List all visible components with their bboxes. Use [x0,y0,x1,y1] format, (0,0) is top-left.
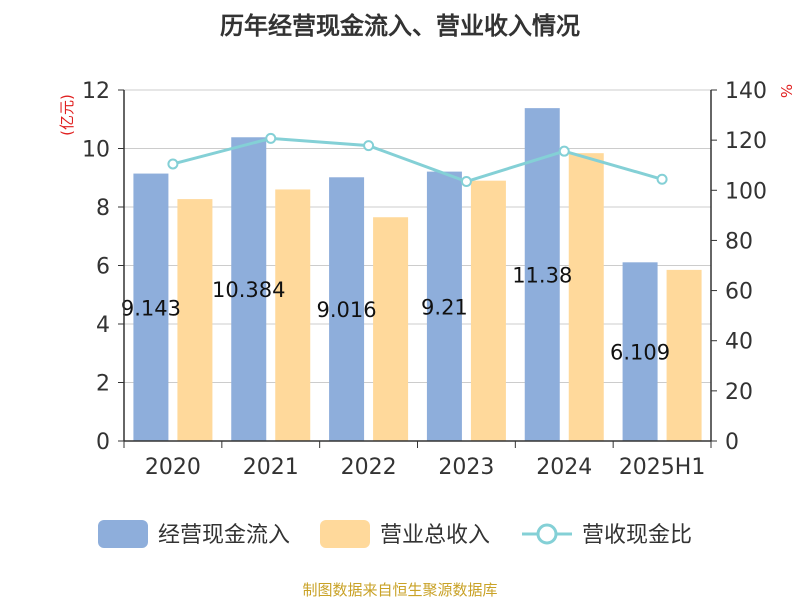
y-left-tick-label: 6 [96,255,110,280]
legend-label-ratio: 营收现金比 [582,523,692,548]
x-tick-label: 2020 [145,455,201,480]
y-left-tick-label: 2 [96,372,110,397]
bar-series [133,108,702,442]
data-labels: 9.143 10.384 9.016 9.21 11.38 6.109 [121,264,670,365]
y-left-tick-label: 4 [96,313,110,338]
x-tick-label: 2022 [341,455,397,480]
y-left-tick-label: 8 [96,196,110,221]
x-tick-label: 2023 [438,455,494,480]
ratio-line [172,136,663,184]
bar-cash-inflow [133,173,169,441]
legend-label-revenue: 营业总收入 [380,523,490,548]
data-label-cash-inflow: 6.109 [610,341,670,365]
y-right-tick-label: 100 [725,179,767,204]
ratio-point [656,173,668,185]
data-label-cash-inflow: 9.016 [317,298,377,322]
gridlines [124,89,711,383]
data-label-cash-inflow: 11.38 [512,264,572,288]
ratio-point [167,158,179,170]
bar-revenue [666,269,702,441]
legend-swatch-cash-inflow [98,520,148,548]
legend: 经营现金流入 营业总收入 营收现金比 [98,520,692,548]
y-right-axis-label: % [777,84,795,98]
bar-cash-inflow [329,177,365,442]
chart-title: 历年经营现金流入、营业收入情况 [220,12,580,40]
line-series [167,132,668,188]
y-right-tick-label: 20 [725,380,753,405]
legend-swatch-ratio-marker [536,523,558,545]
ratio-point [363,140,375,152]
y-left-tick-label: 0 [96,430,110,455]
ratio-point [460,176,472,188]
bar-revenue [568,153,604,441]
bar-cash-inflow [622,262,658,441]
y-right-tick-label: 140 [725,79,767,104]
legend-swatch-revenue [320,520,370,548]
y-right-tick-label: 60 [725,280,753,305]
y-right-tick-label: 120 [725,129,767,154]
bar-revenue [373,217,409,441]
bar-cash-inflow [231,137,267,441]
bar-cash-inflow [426,171,462,442]
y-right-tick-label: 0 [725,430,739,455]
x-tick-label: 2025H1 [619,455,706,480]
bar-revenue [470,180,506,442]
y-left-tick-label: 10 [82,138,110,163]
bar-revenue [177,199,213,441]
y-right-tick-label: 40 [725,330,753,355]
data-label-cash-inflow: 10.384 [212,278,285,302]
y-left-tick-label: 12 [82,79,110,104]
data-label-cash-inflow: 9.143 [121,296,181,320]
x-tick-label: 2021 [243,455,299,480]
legend-label-cash-inflow: 经营现金流入 [158,523,290,548]
data-label-cash-inflow: 9.21 [421,295,468,319]
source-note: 制图数据来自恒生聚源数据库 [302,581,497,599]
bar-cash-inflow [524,108,560,441]
y-left-axis-label: (亿元) [58,94,76,136]
bar-revenue [275,189,311,441]
ratio-point [265,132,277,144]
y-right-tick-label: 80 [725,229,753,254]
x-tick-label: 2024 [536,455,592,480]
ratio-point [558,145,570,157]
